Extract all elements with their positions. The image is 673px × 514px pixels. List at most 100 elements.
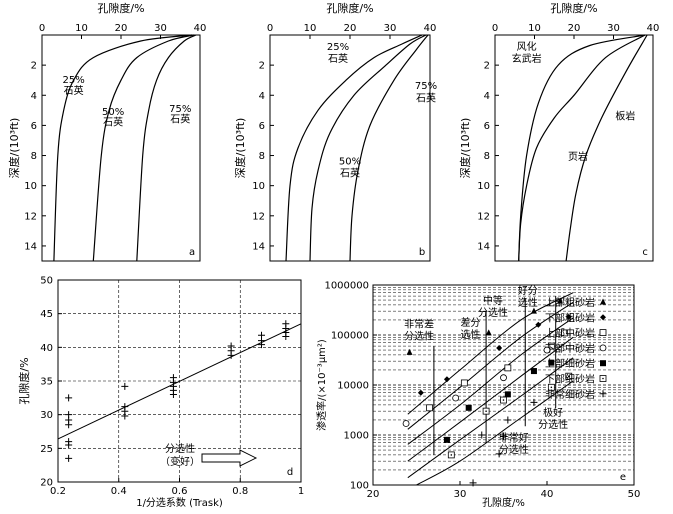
y-tick-label: 12	[477, 211, 490, 222]
y-axis-title: 深度/(10³ft)	[458, 118, 472, 179]
sorting-class-curve	[407, 292, 574, 415]
sorting-class-curve	[407, 357, 574, 479]
curve-label: 板岩	[615, 109, 635, 122]
marker-filled-triangle	[600, 298, 606, 305]
x-tick-label: 0.8	[232, 486, 248, 497]
x-tick-label: 20	[115, 23, 128, 34]
x-tick-label: 10	[528, 23, 541, 34]
y-tick-label: 4	[259, 91, 265, 102]
x-tick-label: 30	[154, 23, 167, 34]
data-point-plus	[65, 454, 73, 462]
y-tick-label: 12	[252, 211, 265, 222]
x-tick-label: 0	[492, 23, 498, 34]
y-tick-label: 100000	[331, 331, 369, 342]
marker-open-square	[547, 342, 555, 350]
panel-d-porosity-sorting: 0.2 0.4 0.6 0.8 1 20 25 30 35 40 45 50 1/分选系数 (Trask…	[17, 276, 304, 510]
y-tick-label: 45	[40, 309, 53, 320]
y-tick-label: 1000000	[324, 281, 369, 292]
curve-label: 25%	[327, 42, 349, 53]
curve-label: 50%	[339, 157, 361, 168]
marker-filled-square	[548, 359, 555, 366]
legend-label: 上部粗砂岩	[545, 296, 595, 309]
marker-plus	[500, 432, 507, 440]
x-tick-label: 0.2	[50, 486, 66, 497]
legend-label: 非常细砂岩	[545, 388, 595, 401]
data-point-plus	[258, 341, 266, 349]
plot-frame	[41, 34, 201, 262]
marker-filled-diamond	[443, 376, 450, 383]
curve-75%石英	[136, 34, 197, 262]
y-tick-label: 40	[40, 343, 53, 354]
y-tick-label: 12	[24, 211, 37, 222]
y-tick-label: 8	[259, 151, 265, 162]
y-tick-label: 6	[31, 121, 37, 132]
y-tick-label: 1000	[344, 431, 369, 442]
y-tick-label: 14	[24, 241, 37, 252]
curve-label: 玄武岩	[512, 52, 542, 65]
sorting-class-label: 非常差	[404, 318, 434, 331]
x-tick-label: 0.6	[172, 486, 188, 497]
y-axis-title: 深度/(10³ft)	[7, 118, 21, 179]
x-tick-label: 50	[628, 489, 641, 500]
curve-label: a	[189, 247, 195, 258]
y-tick-label: 2	[31, 61, 37, 72]
x-tick-label: 20	[344, 23, 357, 34]
marker-open-circle	[402, 420, 410, 427]
marker-filled-square	[504, 391, 511, 398]
marker-open-circle	[543, 346, 551, 354]
x-tick-label: 30	[607, 23, 620, 34]
sorting-annotation: 分选性	[165, 442, 195, 455]
x-tick-label: 0	[39, 23, 45, 34]
curve-label: 石英	[328, 52, 348, 65]
panel-label: d	[287, 467, 293, 478]
plot-frame	[269, 34, 431, 262]
panel-label: e	[620, 472, 626, 483]
curve-label: 石英	[64, 84, 84, 97]
sorting-class-curve	[407, 317, 574, 445]
x-axis-title: 孔隙度/%	[550, 1, 597, 15]
y-tick-label: 10	[252, 181, 265, 192]
y-tick-label: 100	[350, 481, 369, 492]
sorting-class-label: 选性	[460, 328, 480, 341]
y-tick-label: 10	[24, 181, 37, 192]
x-tick-label: 1	[298, 486, 304, 497]
marker-open-square	[426, 404, 433, 412]
panel-a-depth-porosity-quartz: 0 10 20 30 40246810121425%石英50%石英75%石英a孔隙度/%…	[7, 1, 206, 262]
marker-filled-square	[443, 436, 450, 443]
y-tick-label: 2	[484, 61, 490, 72]
curve-label: c	[642, 247, 648, 258]
data-point-plus	[65, 394, 73, 402]
legend-label: 上部中砂岩	[545, 327, 595, 340]
x-axis-title: 孔隙度/%	[326, 1, 373, 15]
curve-50%石英	[309, 34, 427, 262]
marker-dot	[567, 375, 570, 377]
y-tick-label: 2	[259, 61, 265, 72]
curve-25%石英	[53, 34, 193, 262]
curve-label: 石英	[103, 115, 123, 128]
marker-plus	[530, 398, 538, 406]
x-axis-title: 1/分选系数 (Trask)	[136, 496, 223, 509]
y-tick-label: 50	[40, 276, 53, 287]
y-tick-label: 8	[31, 151, 37, 162]
curve-label: 石英	[416, 91, 436, 104]
sorting-class-label: 非常好	[499, 431, 529, 444]
sorting-class-curve	[407, 336, 574, 462]
curve-label: 石英	[170, 112, 190, 125]
data-point-plus	[121, 412, 129, 420]
marker-filled-square	[530, 368, 537, 375]
marker-dot	[550, 386, 553, 389]
marker-open-circle	[599, 344, 607, 352]
marker-dot	[602, 377, 604, 380]
y-tick-label: 6	[259, 121, 265, 132]
sorting-class-label: 中等	[483, 294, 503, 307]
sorting-class-label: 选性	[518, 296, 538, 309]
y-tick-label: 8	[484, 151, 490, 162]
legend-label: 下部粗砂岩	[545, 311, 595, 324]
marker-filled-diamond	[535, 321, 542, 328]
curve-label: 50%	[102, 107, 124, 118]
x-tick-label: 20	[568, 23, 581, 34]
curve-label: 风化	[517, 40, 537, 53]
x-tick-label: 40	[541, 489, 554, 500]
y-tick-label: 4	[484, 91, 490, 102]
sorting-class-curve	[416, 380, 574, 486]
